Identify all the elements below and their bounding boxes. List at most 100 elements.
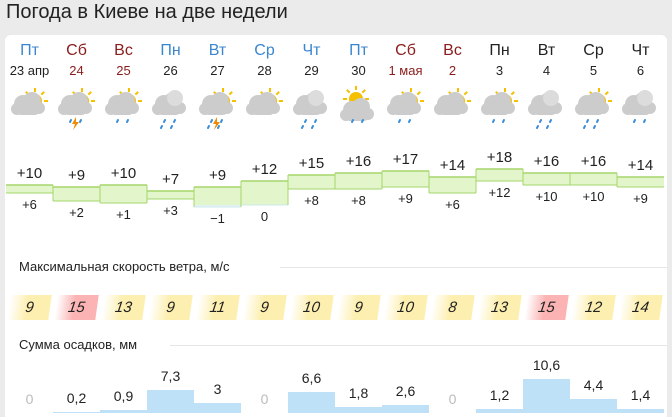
day-of-week: Пн: [160, 42, 181, 59]
cloudy-rain-icon: [528, 90, 562, 129]
divider: [280, 267, 667, 268]
precip-value: 0: [260, 391, 269, 407]
wind-speed-badge: 9: [7, 295, 52, 320]
day-of-week: Пт: [349, 42, 368, 59]
precip-value: 1,8: [348, 385, 369, 402]
temp-band-segment: [53, 187, 100, 201]
temp-band-segment: [617, 177, 664, 187]
day-date: 24: [69, 63, 84, 78]
day-of-week: Ср: [254, 42, 275, 59]
temp-max: +16: [345, 153, 372, 170]
partly-cloudy-rain-icon: [340, 86, 374, 123]
temp-band-segment: [335, 173, 382, 189]
temp-band-segment: [382, 171, 429, 187]
day-of-week: Вс: [114, 42, 133, 59]
temp-band-segment: [570, 173, 617, 185]
temp-band-segment: [194, 187, 241, 205]
temp-min: +12: [488, 185, 511, 200]
day-date: 5: [589, 63, 598, 78]
precip-value: 0,2: [66, 390, 87, 407]
temp-max: +14: [439, 157, 466, 174]
precip-bar: [100, 410, 147, 413]
day-date: 2: [448, 63, 457, 78]
partly-cloudy-icon: [246, 88, 283, 115]
day-of-week: Пн: [489, 42, 510, 59]
precip-bar: [570, 398, 617, 413]
temp-min: +9: [633, 191, 648, 206]
temp-max: +14: [627, 157, 654, 174]
precip-value: 1,4: [630, 386, 651, 403]
temp-band-cold-segment: [194, 205, 241, 207]
temp-min: 0: [260, 209, 269, 224]
precip-value: 0: [448, 391, 457, 407]
wind-speed-badge: 13: [101, 295, 146, 320]
day-of-week: Чт: [631, 42, 650, 59]
temp-band-segment: [147, 191, 194, 199]
temp-max: +12: [251, 161, 278, 178]
partly-cloudy-rain-icon: [105, 88, 142, 123]
day-of-week: Вс: [443, 42, 462, 59]
temp-min: +8: [351, 193, 366, 208]
day-date: 25: [116, 63, 131, 78]
temp-band-segment: [6, 185, 53, 193]
partly-cloudy-rain-icon: [575, 88, 612, 129]
temp-min: +6: [22, 197, 37, 212]
wind-speed-badge: 15: [524, 295, 569, 320]
temp-min: +10: [535, 189, 558, 204]
partly-cloudy-rain-thunder-icon: [199, 88, 236, 130]
temp-min: +3: [163, 203, 178, 218]
partly-cloudy-icon: [11, 88, 48, 115]
partly-cloudy-rain-icon: [481, 88, 518, 123]
wind-speed-badge: 9: [148, 295, 193, 320]
temp-min: +9: [398, 191, 413, 206]
wind-speed-badge: 11: [195, 295, 240, 320]
cloudy-rain-icon: [622, 90, 656, 123]
partly-cloudy-rain-icon: [387, 88, 424, 123]
temp-max: +15: [298, 155, 325, 172]
wind-speed-badge: 14: [618, 295, 663, 320]
temp-min: +6: [445, 197, 460, 212]
precip-bar: [476, 409, 523, 413]
temp-max: +9: [67, 167, 86, 184]
precip-value: 0: [25, 391, 34, 407]
temp-band-segment: [476, 169, 523, 181]
day-date: 6: [636, 63, 645, 78]
precip-section-label: Сумма осадков, мм: [19, 337, 144, 352]
day-date: 30: [351, 63, 366, 78]
day-date: 23 апр: [9, 63, 50, 78]
precip-value: 7,3: [160, 367, 181, 384]
day-of-week: Вт: [537, 42, 556, 59]
partly-cloudy-rain-thunder-icon: [58, 88, 95, 130]
wind-speed-badge: 9: [242, 295, 287, 320]
precip-value: 0,9: [113, 388, 134, 405]
day-date: 4: [542, 63, 551, 78]
day-date: 26: [163, 63, 178, 78]
precip-bar: [194, 403, 241, 413]
wind-section-label: Максимальная скорость ветра, м/с: [19, 259, 236, 274]
temp-min: −1: [210, 211, 225, 226]
precip-bar: [288, 391, 335, 413]
cloudy-rain-icon: [293, 90, 327, 129]
cloudy-rain-icon: [152, 90, 186, 129]
day-of-week: Вт: [208, 42, 227, 59]
precip-bar: [382, 404, 429, 413]
day-date: 29: [304, 63, 319, 78]
temp-band-segment: [523, 173, 570, 185]
day-of-week: Сб: [395, 42, 416, 59]
day-date: 28: [257, 63, 272, 78]
day-of-week: Ср: [583, 42, 604, 59]
day-of-week: Пт: [20, 42, 39, 59]
temp-min: +8: [304, 193, 319, 208]
temp-min: +2: [69, 205, 84, 220]
wind-speed-badge: 8: [430, 295, 475, 320]
precip-value: 4,4: [583, 376, 604, 393]
temp-min: +1: [116, 207, 131, 222]
temp-max: +7: [161, 171, 180, 188]
temp-max: +18: [486, 149, 513, 166]
precip-bar: [617, 408, 664, 413]
wind-speed-badge: 15: [54, 295, 99, 320]
temp-max: +9: [208, 167, 227, 184]
precip-value: 3: [213, 381, 222, 398]
precip-value: 2,6: [395, 382, 416, 399]
divider: [170, 345, 667, 346]
